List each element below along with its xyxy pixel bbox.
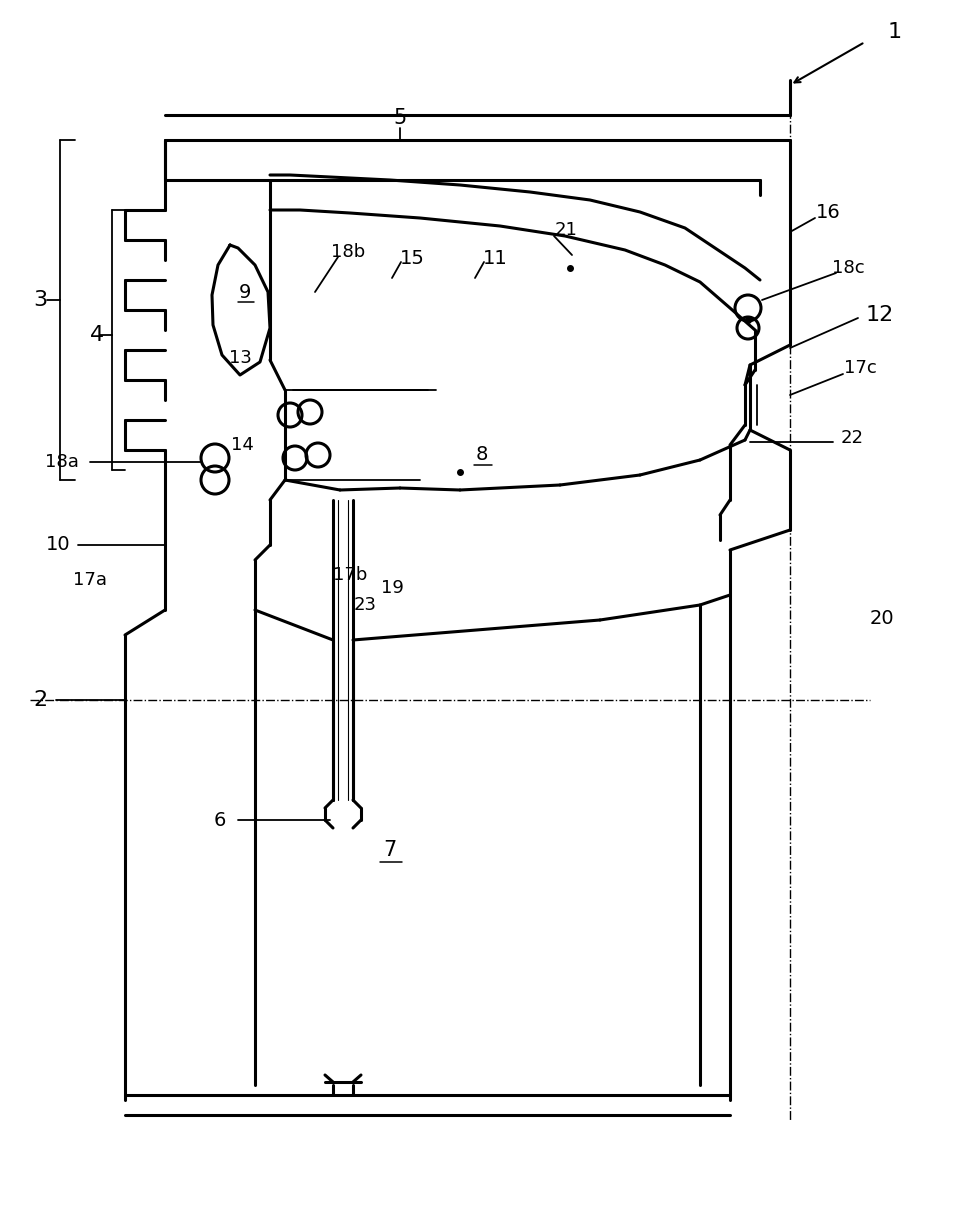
- Text: 23: 23: [354, 596, 377, 615]
- Text: 19: 19: [381, 578, 404, 596]
- Text: 10: 10: [46, 535, 70, 554]
- Text: 2: 2: [33, 690, 47, 710]
- Text: 11: 11: [482, 248, 507, 268]
- Text: 21: 21: [554, 221, 578, 239]
- Text: 14: 14: [231, 436, 254, 454]
- Text: 15: 15: [400, 248, 425, 268]
- Text: 18c: 18c: [831, 259, 864, 277]
- Text: 16: 16: [816, 202, 840, 222]
- Text: 22: 22: [841, 429, 864, 447]
- Text: 9: 9: [239, 282, 251, 301]
- Text: 6: 6: [213, 811, 226, 829]
- Text: 12: 12: [866, 305, 894, 325]
- Text: 18b: 18b: [331, 243, 365, 261]
- Text: 18a: 18a: [45, 453, 79, 471]
- Text: 13: 13: [229, 349, 252, 368]
- Text: 17b: 17b: [333, 566, 367, 584]
- Text: 17c: 17c: [844, 359, 876, 377]
- Text: 17a: 17a: [73, 571, 107, 589]
- Text: 4: 4: [90, 325, 104, 345]
- Text: 7: 7: [383, 840, 397, 860]
- Text: 5: 5: [393, 108, 407, 128]
- Text: 3: 3: [33, 290, 47, 310]
- Text: 1: 1: [888, 22, 902, 42]
- Text: 8: 8: [476, 446, 488, 464]
- Text: 20: 20: [870, 609, 895, 628]
